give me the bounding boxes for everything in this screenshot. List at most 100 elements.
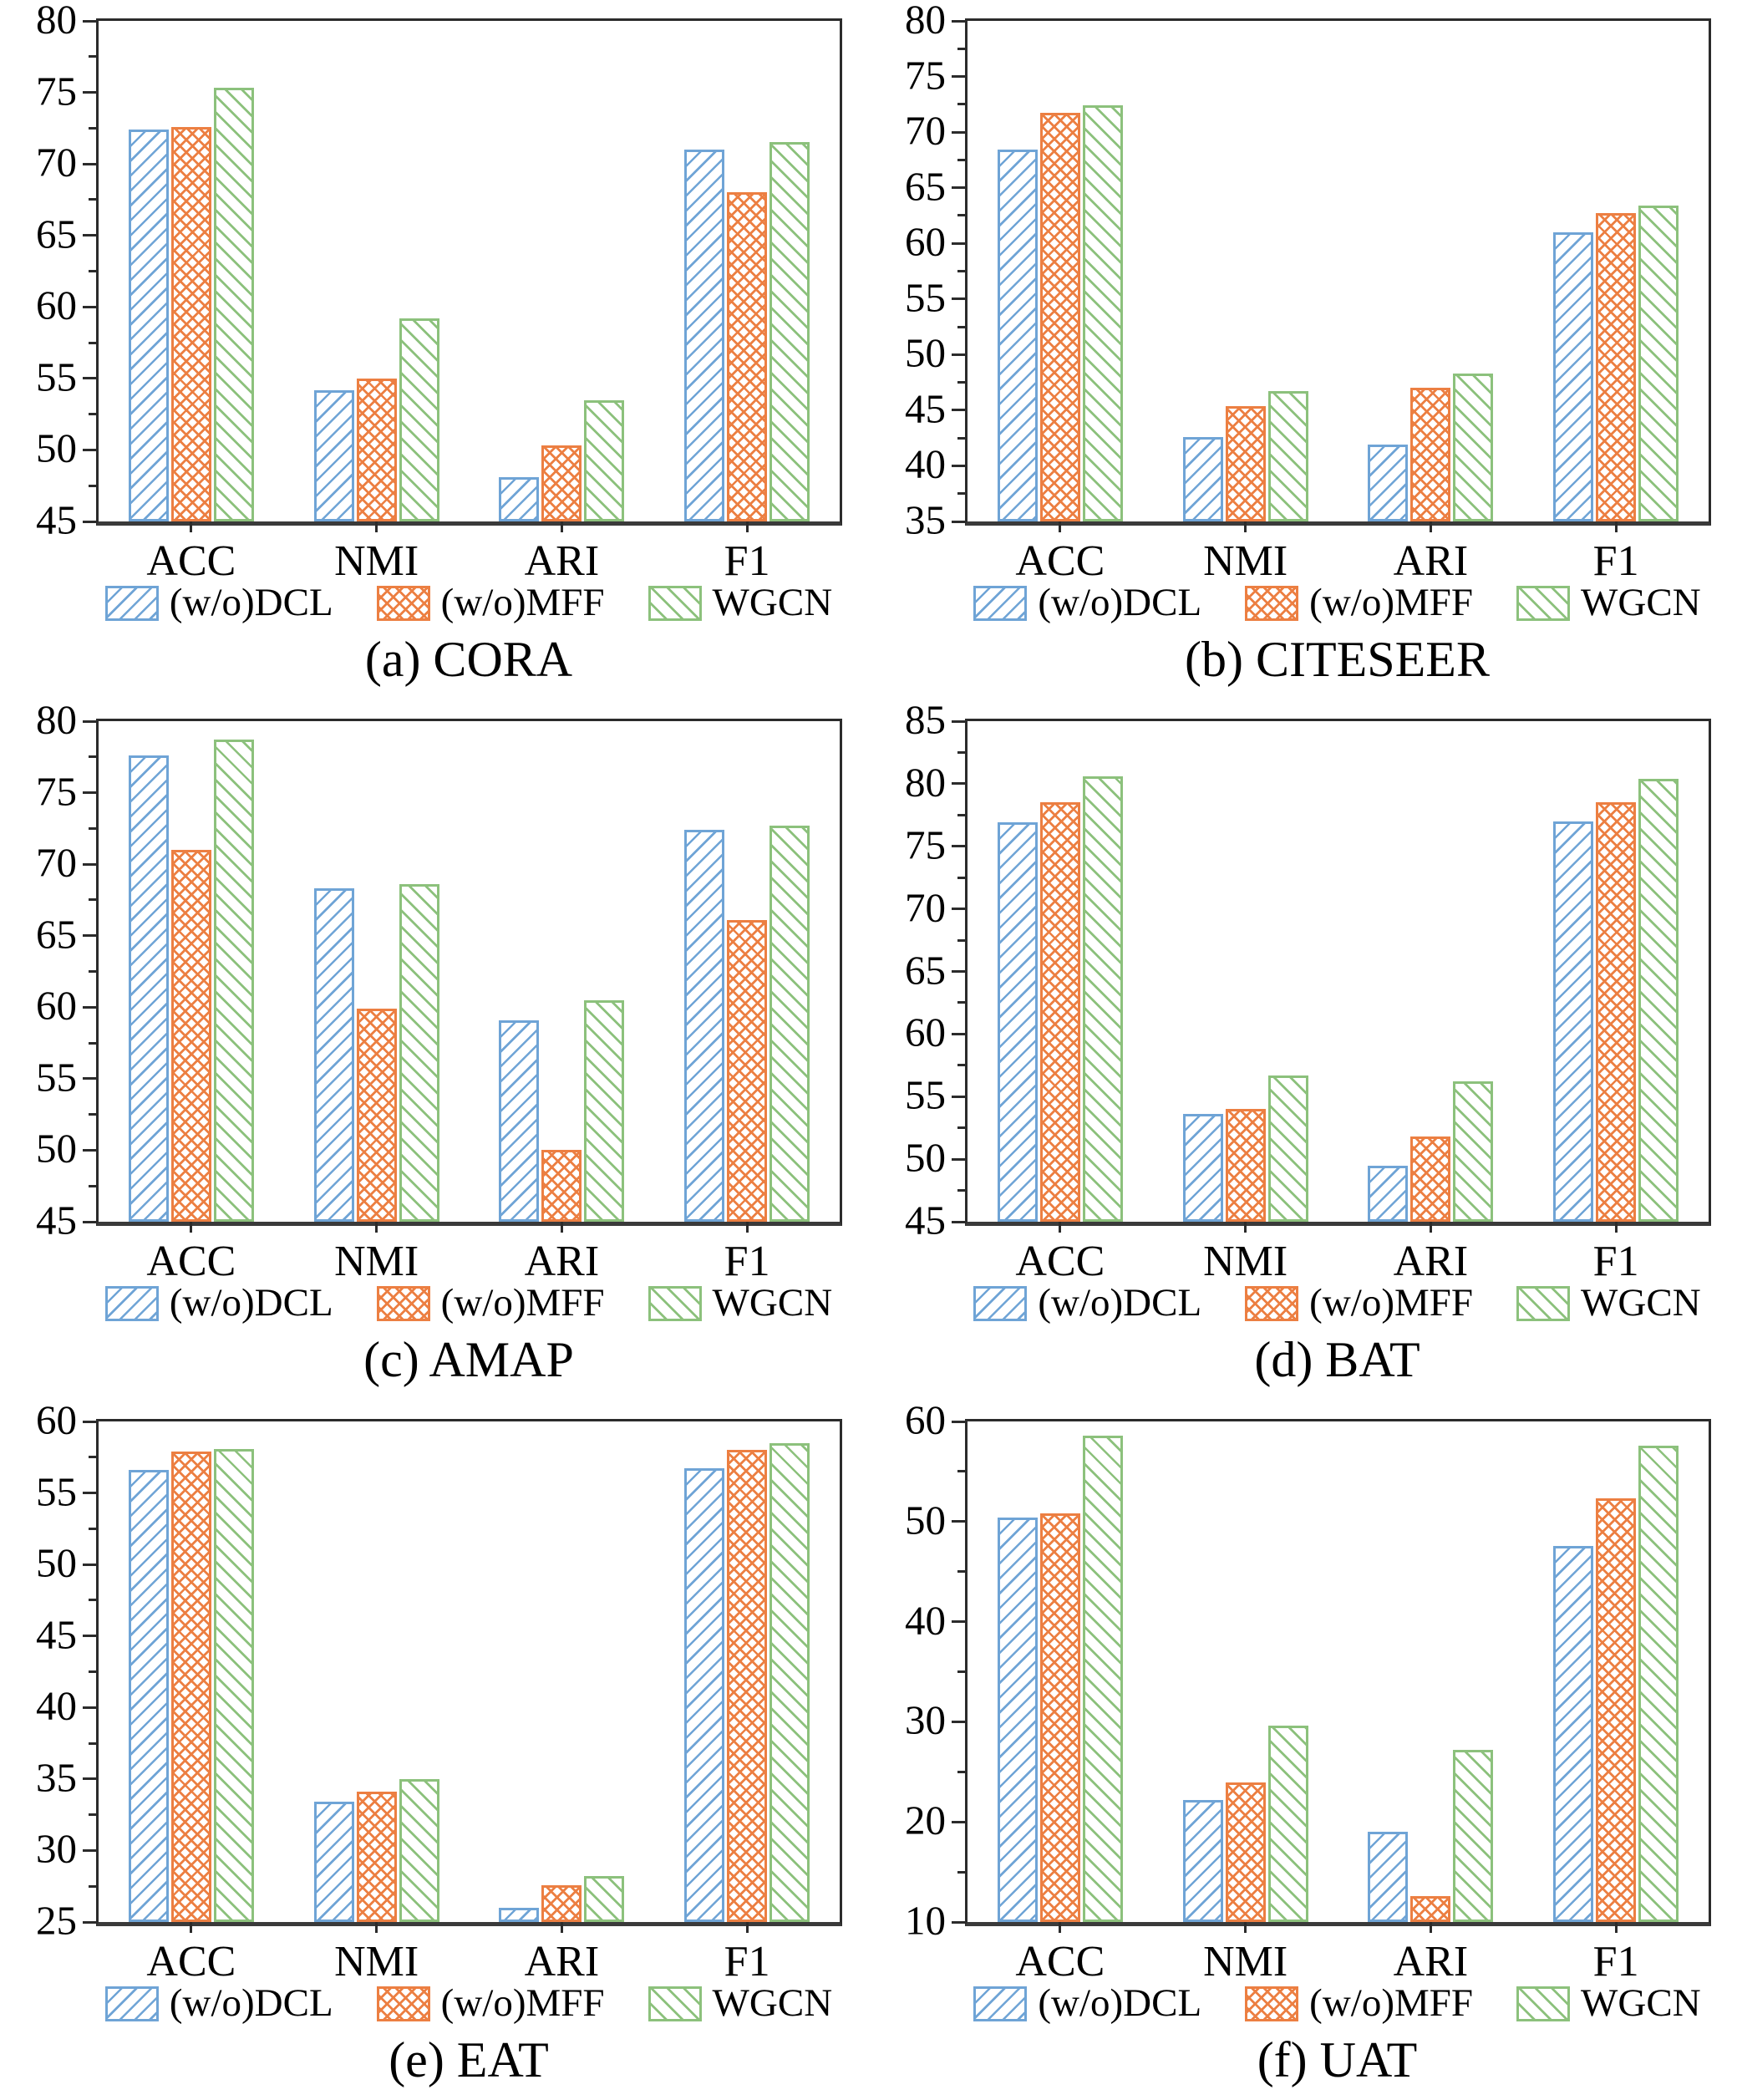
y-tick-label: 50 (36, 425, 77, 471)
y-minor-tick (957, 1001, 965, 1004)
y-major-tick (83, 520, 96, 523)
y-major-tick (83, 91, 96, 94)
x-tick (1244, 521, 1247, 532)
bar-dcl-f1 (684, 1468, 725, 1922)
y-major-tick (83, 1706, 96, 1709)
x-tick-label: ARI (1393, 1238, 1469, 1285)
y-major-tick (83, 1563, 96, 1566)
x-tick-label: F1 (724, 1938, 770, 1986)
bar-wgcn-nmi (1267, 391, 1308, 521)
bar-dcl-acc (997, 1518, 1038, 1922)
legend: (w/o)DCL (w/o)MFF WGCN (903, 1284, 1737, 1323)
bar-dcl-acc (128, 755, 169, 1222)
y-tick-label: 55 (36, 1468, 77, 1515)
y-minor-tick (957, 103, 965, 106)
legend-entry-wgcn: WGCN (648, 583, 832, 623)
bar-wgcn-f1 (1638, 1445, 1679, 1922)
y-minor-tick (89, 126, 96, 130)
y-major-tick (83, 1420, 96, 1423)
legend-swatch-mff (376, 1285, 430, 1321)
bar-mff-f1 (1596, 1498, 1637, 1922)
legend-label-dcl: (w/o)DCL (1038, 1281, 1202, 1325)
x-tick (1059, 1222, 1062, 1233)
plot-area: 45 50 55 60 65 70 75 80 ACC NMI ARI F1 (36, 699, 842, 1284)
y-tick-label: 65 (36, 211, 77, 257)
bar-mff-acc (1039, 1513, 1080, 1922)
x-tick-label: ARI (1393, 1938, 1469, 1986)
y-tick-label: 30 (905, 1696, 946, 1743)
x-tick (1429, 1922, 1432, 1933)
legend-entry-mff: (w/o)MFF (376, 583, 605, 623)
legend-entry-dcl: (w/o)DCL (104, 1284, 333, 1323)
y-major-tick (952, 297, 965, 301)
y-major-tick (83, 1848, 96, 1852)
bar-wgcn-f1 (769, 825, 810, 1222)
y-minor-tick (89, 755, 96, 759)
y-minor-tick (89, 1113, 96, 1116)
plot-area: 45 50 55 60 65 70 75 80 85 ACC NMI ARI F1 (905, 699, 1711, 1284)
legend-swatch-dcl (104, 1986, 159, 2021)
y-tick-label: 50 (905, 1497, 946, 1543)
bar-mff-ari (541, 445, 582, 521)
y-minor-tick (89, 898, 96, 902)
y-minor-tick (957, 938, 965, 942)
bar-mff-f1 (727, 919, 768, 1222)
y-minor-tick (89, 826, 96, 830)
legend-entry-wgcn: WGCN (1516, 1984, 1701, 2023)
bar-wgcn-f1 (769, 1442, 810, 1922)
x-tick-label: ARI (524, 537, 600, 585)
y-minor-tick (89, 55, 96, 58)
legend-entry-mff: (w/o)MFF (1245, 583, 1473, 623)
y-tick-label: 65 (905, 947, 946, 994)
legend-label-dcl: (w/o)DCL (1038, 581, 1202, 624)
bar-dcl-ari (499, 476, 540, 521)
y-tick-label: 60 (36, 282, 77, 328)
y-minor-tick (89, 970, 96, 973)
x-tick-label: NMI (334, 1238, 419, 1285)
y-minor-tick (89, 341, 96, 344)
y-tick-label: 40 (905, 1597, 946, 1644)
y-major-tick (952, 242, 965, 245)
y-tick-label: 75 (36, 68, 77, 114)
y-tick-label: 85 (905, 696, 946, 743)
y-minor-tick (957, 813, 965, 816)
x-tick (1614, 1222, 1618, 1233)
y-major-tick (83, 1920, 96, 1924)
y-minor-tick (89, 1813, 96, 1817)
y-major-tick (83, 934, 96, 938)
bar-dcl-f1 (1553, 231, 1594, 521)
legend-swatch-mff (1245, 1285, 1299, 1321)
legend-label-mff: (w/o)MFF (1309, 1981, 1474, 2025)
y-minor-tick (957, 1470, 965, 1473)
bar-dcl-nmi (1182, 436, 1223, 521)
y-tick-label: 65 (36, 911, 77, 958)
x-tick-label: ARI (524, 1938, 600, 1986)
bar-dcl-f1 (684, 150, 725, 521)
legend-label-mff: (w/o)MFF (440, 1281, 605, 1325)
y-minor-tick (89, 270, 96, 272)
y-tick-label: 25 (36, 1897, 77, 1944)
x-tick (190, 1922, 193, 1933)
bar-wgcn-acc (213, 1448, 254, 1922)
legend-label-wgcn: WGCN (712, 1281, 833, 1325)
y-major-tick (952, 1620, 965, 1624)
x-tick-label: F1 (1592, 1938, 1639, 1986)
legend-entry-dcl: (w/o)DCL (104, 583, 333, 623)
legend-swatch-dcl (973, 1986, 1028, 2021)
bar-dcl-acc (997, 150, 1038, 521)
y-major-tick (952, 353, 965, 356)
y-minor-tick (89, 1184, 96, 1187)
bar-dcl-nmi (1182, 1114, 1223, 1222)
bar-dcl-f1 (1553, 1545, 1594, 1922)
legend: (w/o)DCL (w/o)MFF WGCN (903, 1984, 1737, 2023)
y-major-tick (83, 1635, 96, 1638)
x-tick (560, 1222, 563, 1233)
y-minor-tick (89, 198, 96, 201)
y-tick-label: 50 (905, 329, 946, 376)
panel-a-cora: 45 50 55 60 65 70 75 80 ACC NMI ARI F1 (w/o)DCL (w/o)… (0, 0, 869, 700)
x-tick (190, 521, 193, 532)
bar-mff-nmi (356, 378, 397, 521)
legend-entry-mff: (w/o)MFF (1245, 1984, 1473, 2023)
y-tick-label: 75 (905, 52, 946, 99)
y-minor-tick (89, 1742, 96, 1745)
